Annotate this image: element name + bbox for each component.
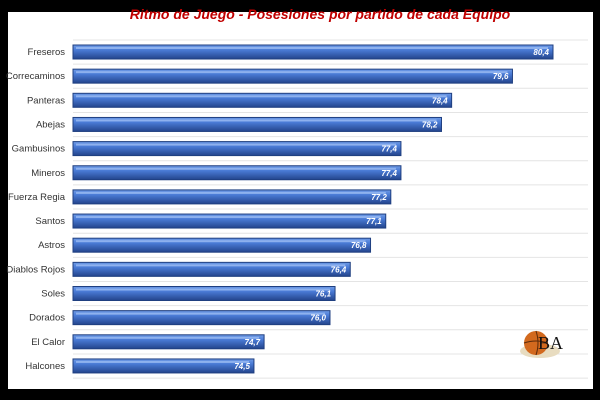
data-label: 76,8 — [351, 241, 367, 250]
data-label: 74,5 — [234, 362, 250, 371]
bar-highlight — [76, 288, 331, 291]
chart-title: Ritmo de Juego - Posesiones por partido … — [129, 6, 511, 22]
bar-highlight — [76, 312, 325, 315]
bar-highlight — [76, 71, 508, 74]
data-label: 77,4 — [381, 169, 397, 178]
category-label: Fuerza Regia — [8, 192, 66, 203]
data-label: 79,6 — [493, 72, 509, 81]
bar-highlight — [76, 143, 396, 146]
data-label: 77,4 — [381, 145, 397, 154]
data-label: 80,4 — [533, 48, 549, 57]
bar-highlight — [76, 119, 437, 122]
data-label: 76,4 — [331, 265, 347, 274]
bar-highlight — [76, 360, 249, 363]
logo: BA — [520, 330, 563, 358]
category-label: Gambusinos — [12, 144, 66, 155]
bar-highlight — [76, 216, 381, 219]
data-label: 78,2 — [422, 120, 438, 129]
category-label: Soles — [41, 289, 65, 300]
category-label: Santos — [35, 216, 65, 227]
bar-highlight — [76, 264, 346, 267]
data-label: 76,0 — [310, 314, 326, 323]
category-label: Dorados — [29, 313, 65, 324]
bar-highlight — [76, 336, 260, 339]
category-label: Halcones — [25, 361, 65, 372]
category-label: Freseros — [28, 47, 66, 58]
category-label: Correcaminos — [6, 71, 65, 82]
category-label: Mineros — [31, 168, 65, 179]
bar-highlight — [76, 47, 548, 49]
category-label: Astros — [38, 240, 65, 251]
data-label: 78,4 — [432, 96, 448, 105]
data-label: 77,2 — [371, 193, 387, 202]
category-label: Panteras — [27, 95, 65, 106]
data-label: 76,1 — [315, 290, 331, 299]
bar-highlight — [76, 95, 447, 98]
bar-highlight — [76, 167, 396, 170]
category-label: Abejas — [36, 119, 65, 130]
category-label: Diablos Rojos — [6, 264, 65, 275]
data-label: 77,1 — [366, 217, 382, 226]
data-label: 74,7 — [245, 338, 261, 347]
logo-text: BA — [538, 333, 563, 353]
bar-highlight — [76, 240, 366, 243]
category-label: El Calor — [31, 337, 65, 348]
bar-highlight — [76, 191, 386, 194]
